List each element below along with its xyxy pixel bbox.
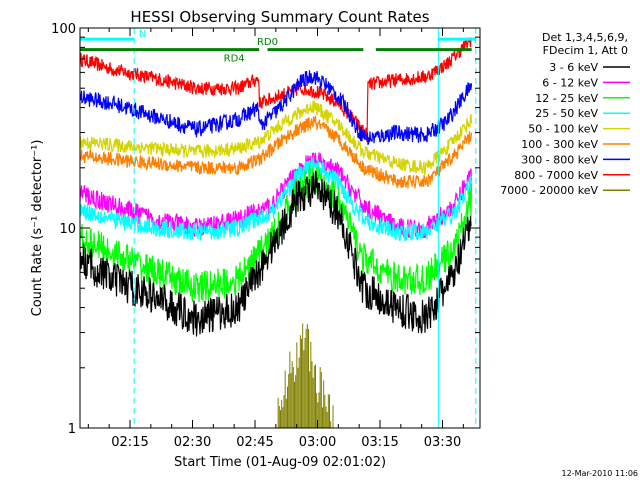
- y-tick-label-0: 100: [51, 22, 76, 37]
- y-axis-label: Count Rate (s⁻¹ detector⁻¹): [30, 140, 45, 317]
- x-tick-label-1: 02:30: [174, 435, 211, 450]
- series-line-100-300: [80, 114, 473, 189]
- series-25-50: [80, 155, 473, 242]
- series-line-800-7000: [80, 36, 472, 143]
- legend-label-25-50: 25 - 50 keV: [535, 107, 598, 120]
- axes: 02:15 02:30 02:45 03:00 03:15 03:30 100 10 1: [51, 22, 480, 450]
- legend-header-0: Det 1,3,4,5,6,9,: [542, 31, 628, 44]
- y-tick-label-1: 10: [59, 222, 76, 237]
- series-3-6: [80, 170, 472, 337]
- legend-label-7000-20000: 7000 - 20000 keV: [500, 184, 598, 197]
- x-axis-label: Start Time (01-Aug-09 02:01:02): [174, 455, 386, 470]
- plot-overlays: N RD4 RD0: [79, 28, 477, 428]
- legend-header-1: FDecim 1, Att 0: [543, 44, 628, 57]
- series-line-25-50: [80, 155, 473, 242]
- legend-label-100-300: 100 - 300 keV: [521, 138, 598, 151]
- data-series: [80, 36, 473, 428]
- series-line-300-800: [80, 70, 473, 146]
- annotation-rd4: RD4: [224, 53, 245, 64]
- x-tick-label-4: 03:15: [361, 435, 398, 450]
- series-line-50-100: [80, 99, 473, 177]
- x-tick-label-2: 02:45: [236, 435, 273, 450]
- series-line-3-6: [80, 170, 472, 337]
- legend-label-6-12: 6 - 12 keV: [542, 76, 598, 89]
- series-300-800: [80, 70, 473, 146]
- legend-label-12-25: 12 - 25 keV: [535, 92, 598, 105]
- legend-label-300-800: 300 - 800 keV: [521, 153, 598, 166]
- series-50-100: [80, 99, 473, 177]
- series-800-7000: [80, 36, 472, 143]
- footer-timestamp: 12-Mar-2010 11:06: [562, 469, 639, 478]
- series-7000-20000: [277, 323, 334, 428]
- x-tick-label-0: 02:15: [111, 435, 148, 450]
- legend-label-50-100: 50 - 100 keV: [528, 123, 598, 136]
- y-tick-label-2: 1: [68, 422, 76, 437]
- legend: Det 1,3,4,5,6,9,FDecim 1, Att 0 3 - 6 keV…: [500, 31, 630, 197]
- x-tick-label-5: 03:30: [424, 435, 461, 450]
- legend-label-800-7000: 800 - 7000 keV: [514, 169, 598, 182]
- series-100-300: [80, 114, 473, 189]
- annotation-rd0: RD0: [257, 37, 278, 48]
- chart-title: HESSI Observing Summary Count Rates: [130, 8, 429, 26]
- x-tick-label-3: 03:00: [299, 435, 336, 450]
- legend-label-3-6: 3 - 6 keV: [549, 61, 598, 74]
- annotation-n: N: [139, 29, 146, 40]
